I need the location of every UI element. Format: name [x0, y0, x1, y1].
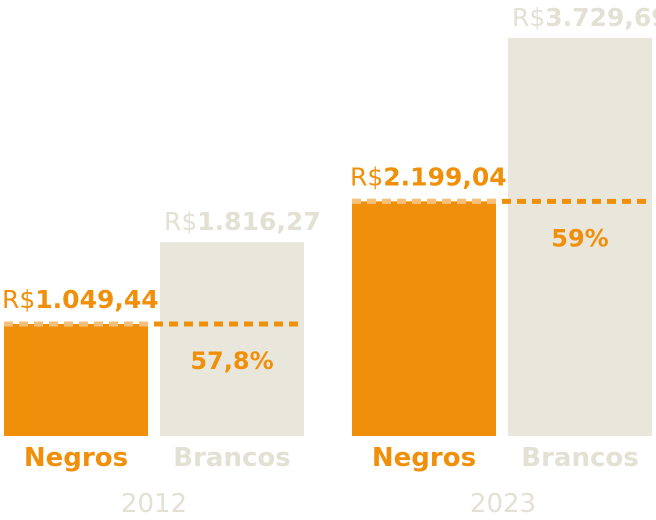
- bar-negros-2012: [4, 324, 148, 436]
- value-label-brancos-2023-number: 3.729,69: [545, 3, 656, 32]
- bar-negros-2023: [352, 201, 496, 436]
- value-label-brancos-2012-prefix: R$: [164, 207, 197, 236]
- category-label-brancos-2012: Brancos: [173, 443, 290, 473]
- bar-brancos-2023: [508, 38, 652, 436]
- year-label-2023: 2023: [470, 489, 536, 519]
- value-label-brancos-2023: R$3.729,69: [512, 3, 656, 32]
- value-label-negros-2023-number: 2.199,04: [383, 162, 506, 191]
- bar-brancos-2012: [160, 242, 304, 436]
- ratio-label-2023: 59%: [551, 224, 608, 252]
- category-label-negros-2012: Negros: [24, 443, 128, 473]
- ratio-label-2012: 57,8%: [190, 347, 273, 375]
- value-label-negros-2012: R$1.049,44: [2, 285, 159, 314]
- value-label-brancos-2012: R$1.816,27: [164, 207, 321, 236]
- category-label-brancos-2023: Brancos: [521, 443, 638, 473]
- value-label-negros-2023-prefix: R$: [350, 162, 383, 191]
- value-label-negros-2012-prefix: R$: [2, 285, 35, 314]
- value-label-brancos-2023-prefix: R$: [512, 3, 545, 32]
- category-label-negros-2023: Negros: [372, 443, 476, 473]
- value-label-negros-2023: R$2.199,04: [350, 162, 507, 191]
- value-label-negros-2012-number: 1.049,44: [35, 285, 158, 314]
- year-label-2012: 2012: [121, 489, 187, 519]
- value-label-brancos-2012-number: 1.816,27: [197, 207, 320, 236]
